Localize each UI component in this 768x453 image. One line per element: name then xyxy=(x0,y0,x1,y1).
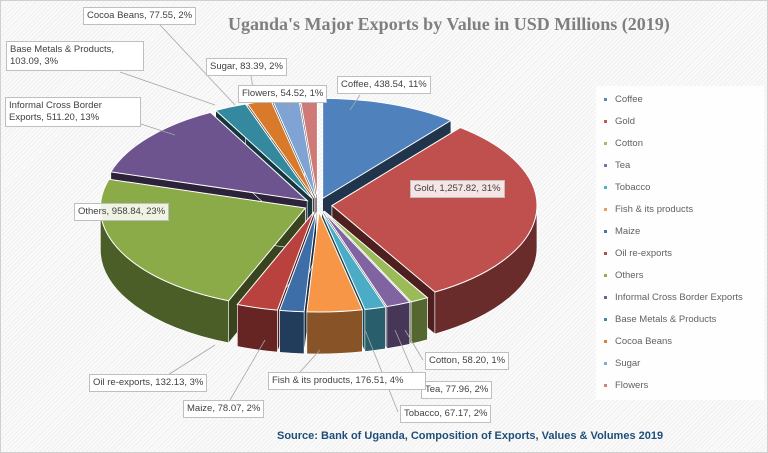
legend-item-tobacco: Tobacco xyxy=(604,182,650,193)
legend-marker xyxy=(604,383,607,387)
coffee-slice xyxy=(322,97,453,200)
legend-item-informal-cross-border-exports: Informal Cross Border Exports xyxy=(604,292,743,303)
data-label-others: Others, 958.84, 23% xyxy=(74,203,170,221)
cotton-slice xyxy=(324,210,429,303)
legend: Coffee Gold Cotton Tea Tobacco Fish & its pro… xyxy=(596,86,764,400)
legend-label: Flowers xyxy=(615,380,649,391)
chart-source: Source: Bank of Uganda, Composition of E… xyxy=(277,430,664,442)
data-label-base-metals-products: Base Metals & Products, 103.09, 3% xyxy=(6,41,144,71)
gold-slice xyxy=(331,126,538,293)
legend-marker xyxy=(604,361,607,365)
legend-item-cocoa-beans: Cocoa Beans xyxy=(604,336,672,347)
leader-line-base-metals-products xyxy=(119,71,216,106)
legend-item-oil-re-exports: Oil re-exports xyxy=(604,248,672,259)
base-metals-products-slice xyxy=(214,103,313,199)
legend-label: Sugar xyxy=(615,358,641,369)
data-label-flowers: Flowers, 54.52, 1% xyxy=(238,85,328,103)
data-label-informal-cross-border-exports: Informal Cross Border Exports, 511.20, 1… xyxy=(5,97,141,127)
leader-line-tobacco xyxy=(364,329,399,413)
oil-re-exports-slice xyxy=(236,211,315,311)
cotton-outer-wall xyxy=(410,297,428,345)
data-label-tea: Tea, 77.96, 2% xyxy=(421,381,493,399)
legend-marker xyxy=(604,185,607,189)
legend-label: Maize xyxy=(615,226,641,237)
chart-title: Uganda's Major Exports by Value in USD M… xyxy=(228,14,670,34)
fish-its-products-outer-wall xyxy=(306,309,363,355)
legend-item-maize: Maize xyxy=(604,226,640,237)
leader-line-maize xyxy=(229,339,266,401)
legend-marker xyxy=(604,163,607,167)
leader-line-coffee xyxy=(349,94,361,111)
data-label-cocoa-beans: Cocoa Beans, 77.55, 2% xyxy=(83,7,197,25)
legend-item-base-metals-products: Base Metals & Products xyxy=(604,314,716,325)
legend-marker xyxy=(604,207,607,211)
data-label-oil-re-exports: Oil re-exports, 132.13, 3% xyxy=(89,374,208,392)
legend-marker xyxy=(604,295,607,299)
maize-outer-wall xyxy=(279,310,305,355)
oil-re-exports-outer-wall xyxy=(237,304,278,353)
legend-marker xyxy=(604,119,607,123)
legend-marker xyxy=(604,317,607,321)
data-label-tobacco: Tobacco, 67.17, 2% xyxy=(400,405,492,423)
fish-its-products-slice xyxy=(306,210,364,313)
data-label-fish-its-products: Fish & its products, 176.51, 4% xyxy=(268,372,426,390)
maize-slice xyxy=(278,211,317,313)
legend-item-gold: Gold xyxy=(604,116,635,127)
legend-label: Cocoa Beans xyxy=(615,336,673,347)
legend-label: Tea xyxy=(615,160,631,171)
data-label-cotton: Cotton, 58.20, 1% xyxy=(425,352,510,370)
leader-line-cotton xyxy=(404,329,424,361)
legend-item-tea: Tea xyxy=(604,160,630,171)
tobacco-outer-wall xyxy=(364,306,386,352)
legend-label: Fish & its products xyxy=(615,204,694,215)
legend-marker xyxy=(604,229,607,233)
tea-slice xyxy=(322,211,411,308)
legend-label: Tobacco xyxy=(615,182,651,193)
data-label-coffee: Coffee, 438.54, 11% xyxy=(337,76,431,94)
legend-label: Base Metals & Products xyxy=(615,314,717,325)
leader-line-cocoa-beans xyxy=(159,24,236,106)
legend-item-flowers: Flowers xyxy=(604,380,648,391)
legend-item-others: Others xyxy=(604,270,644,281)
legend-marker xyxy=(604,251,607,255)
legend-marker xyxy=(604,141,607,145)
legend-label: Cotton xyxy=(615,138,643,149)
legend-label: Coffee xyxy=(615,94,643,105)
tea-outer-wall xyxy=(386,301,411,349)
legend-label: Others xyxy=(615,270,644,281)
leader-line-fish-its-products xyxy=(299,349,321,373)
data-label-maize: Maize, 78.07, 2% xyxy=(183,400,265,418)
legend-marker xyxy=(604,339,607,343)
legend-label: Oil re-exports xyxy=(615,248,673,259)
informal-cross-border-exports-slice xyxy=(109,111,309,202)
legend-item-cotton: Cotton xyxy=(604,138,643,149)
legend-item-coffee: Coffee xyxy=(604,94,643,105)
data-label-gold: Gold, 1,257.82, 31% xyxy=(410,180,505,198)
legend-marker xyxy=(604,97,607,101)
legend-label: Gold xyxy=(615,116,636,127)
data-label-sugar: Sugar, 83.39, 2% xyxy=(206,58,287,76)
legend-marker xyxy=(604,273,607,277)
legend-item-sugar: Sugar xyxy=(604,358,640,369)
legend-label: Informal Cross Border Exports xyxy=(615,292,743,303)
tobacco-slice xyxy=(321,211,387,311)
legend-item-fish-its-products: Fish & its products xyxy=(604,204,693,215)
